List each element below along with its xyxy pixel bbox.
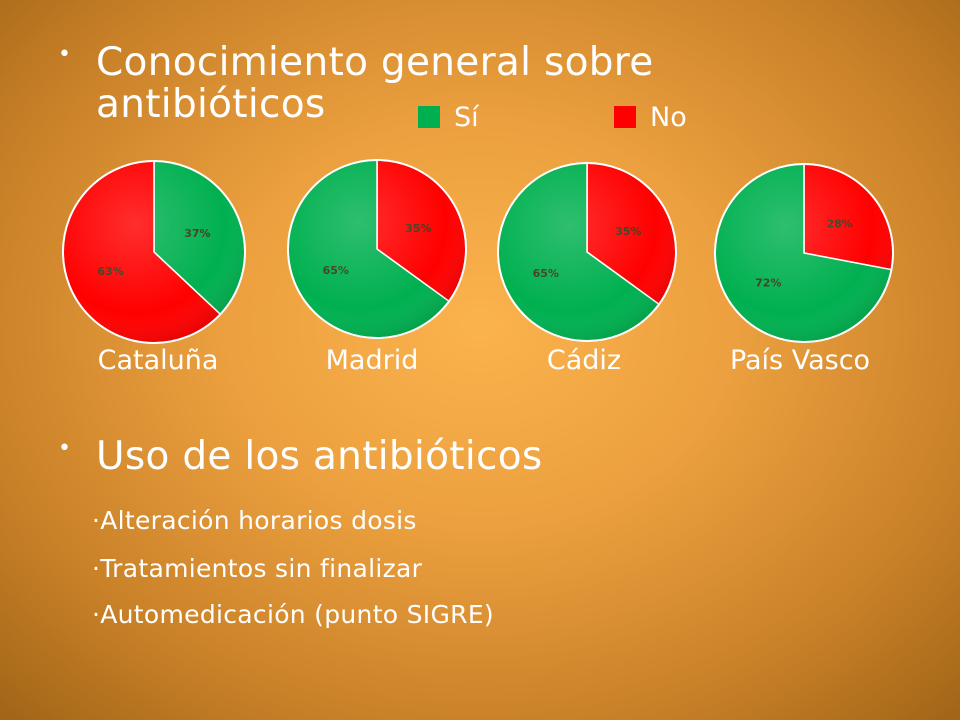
pie-charts: 37%63%35%65%35%65%28%72% — [62, 159, 894, 344]
legend-label-no: No — [650, 101, 687, 133]
region-label-madrid: Madrid — [325, 345, 419, 376]
usage-item: ·Alteración horarios dosis — [92, 506, 417, 535]
legend-item-si: Sí — [418, 101, 479, 133]
usage-item: ·Automedicación (punto SIGRE) — [92, 600, 494, 629]
legend-label-si: Sí — [454, 101, 479, 133]
section-title-line1: Conocimiento general sobre — [96, 40, 654, 85]
section-title: Uso de los antibióticos — [96, 434, 543, 479]
pie-rim — [714, 163, 894, 343]
legend-swatch-no — [614, 106, 636, 128]
bullet-marker: • — [58, 42, 71, 67]
legend-item-no: No — [614, 101, 687, 133]
pie-chart-cadiz: 35%65% — [497, 162, 677, 342]
bullet-marker: • — [58, 436, 71, 461]
usage-item: ·Tratamientos sin finalizar — [92, 554, 423, 583]
section-title-line2: antibióticos — [96, 82, 326, 127]
pie-chart-madrid: 35%65% — [287, 159, 467, 339]
pie-chart-pais-vasco: 28%72% — [714, 163, 894, 343]
section-knowledge: • Conocimiento general sobre antibiótico… — [58, 42, 654, 126]
legend-swatch-si — [418, 106, 440, 128]
pie-rim — [287, 159, 467, 339]
region-label-cataluna: Cataluña — [97, 345, 219, 376]
section-usage: • Uso de los antibióticos — [58, 436, 543, 478]
pie-rim — [62, 160, 246, 344]
pie-chart-cataluna: 37%63% — [62, 160, 246, 344]
region-label-pais-vasco: País Vasco — [729, 345, 871, 376]
pie-rim — [497, 162, 677, 342]
region-label-cadiz: Cádiz — [546, 345, 622, 376]
